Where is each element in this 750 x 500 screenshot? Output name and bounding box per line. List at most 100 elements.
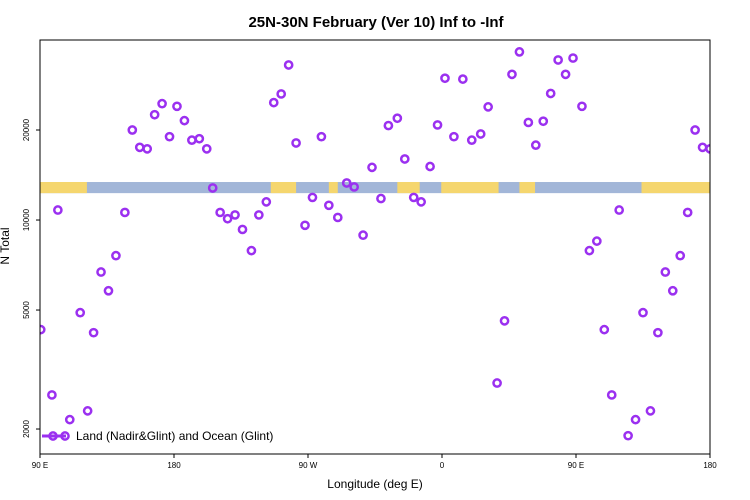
data-point <box>729 133 736 140</box>
data-point <box>103 285 114 296</box>
x-tick-label: 180 <box>167 461 181 470</box>
legend-label: Land (Nadir&Glint) and Ocean (Glint) <box>76 429 273 443</box>
data-point <box>408 192 419 203</box>
data-point <box>291 138 301 148</box>
data-point <box>483 102 494 112</box>
data-point <box>399 154 410 164</box>
data-point <box>606 390 617 400</box>
data-point <box>261 197 272 207</box>
data-point <box>457 74 468 84</box>
data-point <box>440 73 450 84</box>
data-point <box>120 207 130 218</box>
data-point <box>201 143 212 154</box>
data-point <box>230 210 240 220</box>
data-point <box>307 192 318 203</box>
data-point <box>53 205 63 215</box>
data-point <box>523 117 534 128</box>
data-point <box>507 69 517 80</box>
x-tick-label: 90 W <box>299 461 318 470</box>
y-axis-label: N Total <box>0 227 12 264</box>
data-point <box>432 120 443 130</box>
data-point <box>142 143 153 154</box>
data-point <box>645 406 656 416</box>
data-point <box>475 129 486 139</box>
data-point <box>149 109 160 120</box>
data-point <box>416 197 427 207</box>
data-point <box>47 390 57 400</box>
data-point <box>560 69 571 80</box>
data-point <box>134 142 145 153</box>
data-point <box>584 245 595 256</box>
plot-frame <box>39 39 711 455</box>
data-point <box>466 135 477 145</box>
data-point <box>721 100 728 107</box>
data-point <box>623 430 633 441</box>
data-point <box>316 131 327 142</box>
land-segment <box>328 182 338 194</box>
ocean-band <box>40 182 710 194</box>
chart-title: 25N-30N February (Ver 10) Inf to -Inf <box>248 14 504 31</box>
data-point <box>690 125 700 135</box>
data-point <box>568 53 578 63</box>
land-segment <box>397 182 420 194</box>
data-point <box>530 140 541 150</box>
data-point <box>64 414 75 425</box>
land-segment <box>441 182 499 194</box>
x-tick-label: 180 <box>703 461 717 470</box>
data-point <box>179 115 190 126</box>
data-point <box>349 182 360 192</box>
legend: Land (Nadir&Glint) and Ocean (Glint) <box>42 429 273 443</box>
data-point <box>75 307 86 318</box>
data-point <box>358 230 368 241</box>
data-point <box>376 193 386 204</box>
data-point <box>96 267 106 277</box>
land-segment <box>270 182 297 194</box>
data-point <box>268 97 279 108</box>
legend-marker <box>60 431 70 441</box>
data-point <box>492 378 502 388</box>
data-point <box>367 162 377 173</box>
data-point <box>187 135 197 145</box>
data-point <box>697 142 708 153</box>
data-point <box>538 116 549 127</box>
data-point <box>705 143 710 154</box>
data-point <box>425 161 435 172</box>
legend-marker <box>48 431 58 441</box>
land-ocean-band <box>40 182 710 194</box>
data-point <box>449 131 459 142</box>
land-segment <box>641 182 710 194</box>
data-point <box>591 236 602 246</box>
x-axis-label: Longitude (deg E) <box>327 477 422 491</box>
data-point <box>172 101 182 112</box>
data-point <box>276 89 287 99</box>
x-tick-label: 90 E <box>32 461 48 470</box>
data-point <box>157 98 167 109</box>
data-point <box>246 245 257 256</box>
data-point <box>553 55 563 65</box>
data-point <box>660 267 671 277</box>
data-point <box>599 324 610 335</box>
data-point <box>577 101 587 112</box>
data-point <box>714 111 721 118</box>
data-point <box>614 205 625 215</box>
data-point <box>323 200 334 211</box>
x-tick-label: 0 <box>440 461 445 470</box>
data-point <box>207 183 218 193</box>
data-point <box>332 212 343 223</box>
y-tick-label: 10000 <box>22 208 31 231</box>
data-point <box>667 285 678 296</box>
data-point <box>283 60 294 70</box>
data-point <box>392 113 403 124</box>
data-point <box>237 224 248 235</box>
data-point <box>194 133 205 144</box>
data-point <box>383 120 394 131</box>
land-segment <box>40 182 87 194</box>
data-point <box>675 250 686 261</box>
data-point <box>82 406 93 416</box>
y-tick-label: 2000 <box>22 420 31 438</box>
data-point <box>164 131 175 142</box>
y-tick-label: 20000 <box>22 118 31 141</box>
data-point <box>630 414 641 425</box>
x-axis-ticks: 90 E 180 90 W 0 90 E 180 <box>32 454 717 470</box>
